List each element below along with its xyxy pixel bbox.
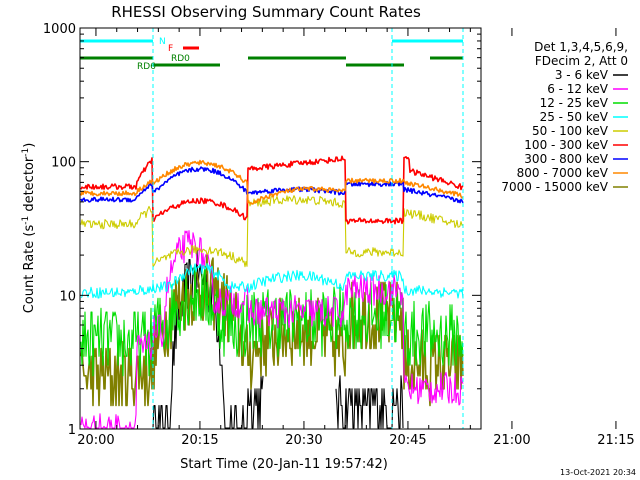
legend: Det 1,3,4,5,6,9, FDecim 2, Att 0 3 - 6 k… [501,40,628,194]
legend-label: 100 - 300 keV [524,138,608,152]
y-axis-label-main: Count Rate (s [22,225,37,314]
series-line [80,159,464,205]
legend-label: 7000 - 15000 keV [501,180,608,194]
x-tick-label: 21:15 [597,433,634,448]
axis-layer: 20:0020:1520:3020:4521:0021:1521:3011010… [43,22,635,448]
series-line [80,262,464,299]
series-line [80,155,464,225]
legend-label: 12 - 25 keV [540,96,609,110]
y-axis-label-mid: detector [22,156,37,216]
legend-label: 800 - 7000 keV [517,166,609,180]
x-axis-label: Start Time (20-Jan-11 19:57:42) [180,457,388,472]
legend-label: 6 - 12 keV [547,82,609,96]
series-line [80,230,464,429]
chart-title: RHESSI Observing Summary Count Rates [111,3,421,21]
y-tick-label: 100 [51,156,76,171]
flag-label: RD0 [171,54,190,64]
flag-label: F [168,44,173,54]
x-tick-label: 20:30 [285,433,322,448]
legend-label: 300 - 800 keV [524,152,608,166]
timestamp: 13-Oct-2021 20:34 [560,468,636,477]
y-tick-label: 10 [59,289,76,304]
flag-label: N [159,37,166,47]
plot-frame [79,27,482,430]
series-line [80,263,464,377]
x-tick-label: 20:45 [389,433,426,448]
legend-label: 50 - 100 keV [532,124,609,138]
y-axis-label-sup1: -1 [21,216,31,225]
legend-label: 25 - 50 keV [540,110,609,124]
x-tick-label: 20:15 [181,433,218,448]
legend-label: 3 - 6 keV [555,68,609,82]
series-layer [80,155,464,429]
series-line [80,166,464,204]
y-axis-label: Count Rate (s-1 detector-1) [21,143,37,314]
legend-header-2: FDecim 2, Att 0 [535,54,628,68]
y-tick-label: 1000 [43,22,76,37]
y-tick-label: 1 [68,423,76,438]
series-line [80,254,464,407]
x-tick-label: 20:00 [77,433,114,448]
x-tick-label: 21:00 [493,433,530,448]
y-axis-label-sup2: -1 [21,148,31,157]
y-axis-label-close: ) [22,143,37,148]
flag-label: RD6 [137,62,156,72]
legend-header-1: Det 1,3,4,5,6,9, [534,40,628,54]
